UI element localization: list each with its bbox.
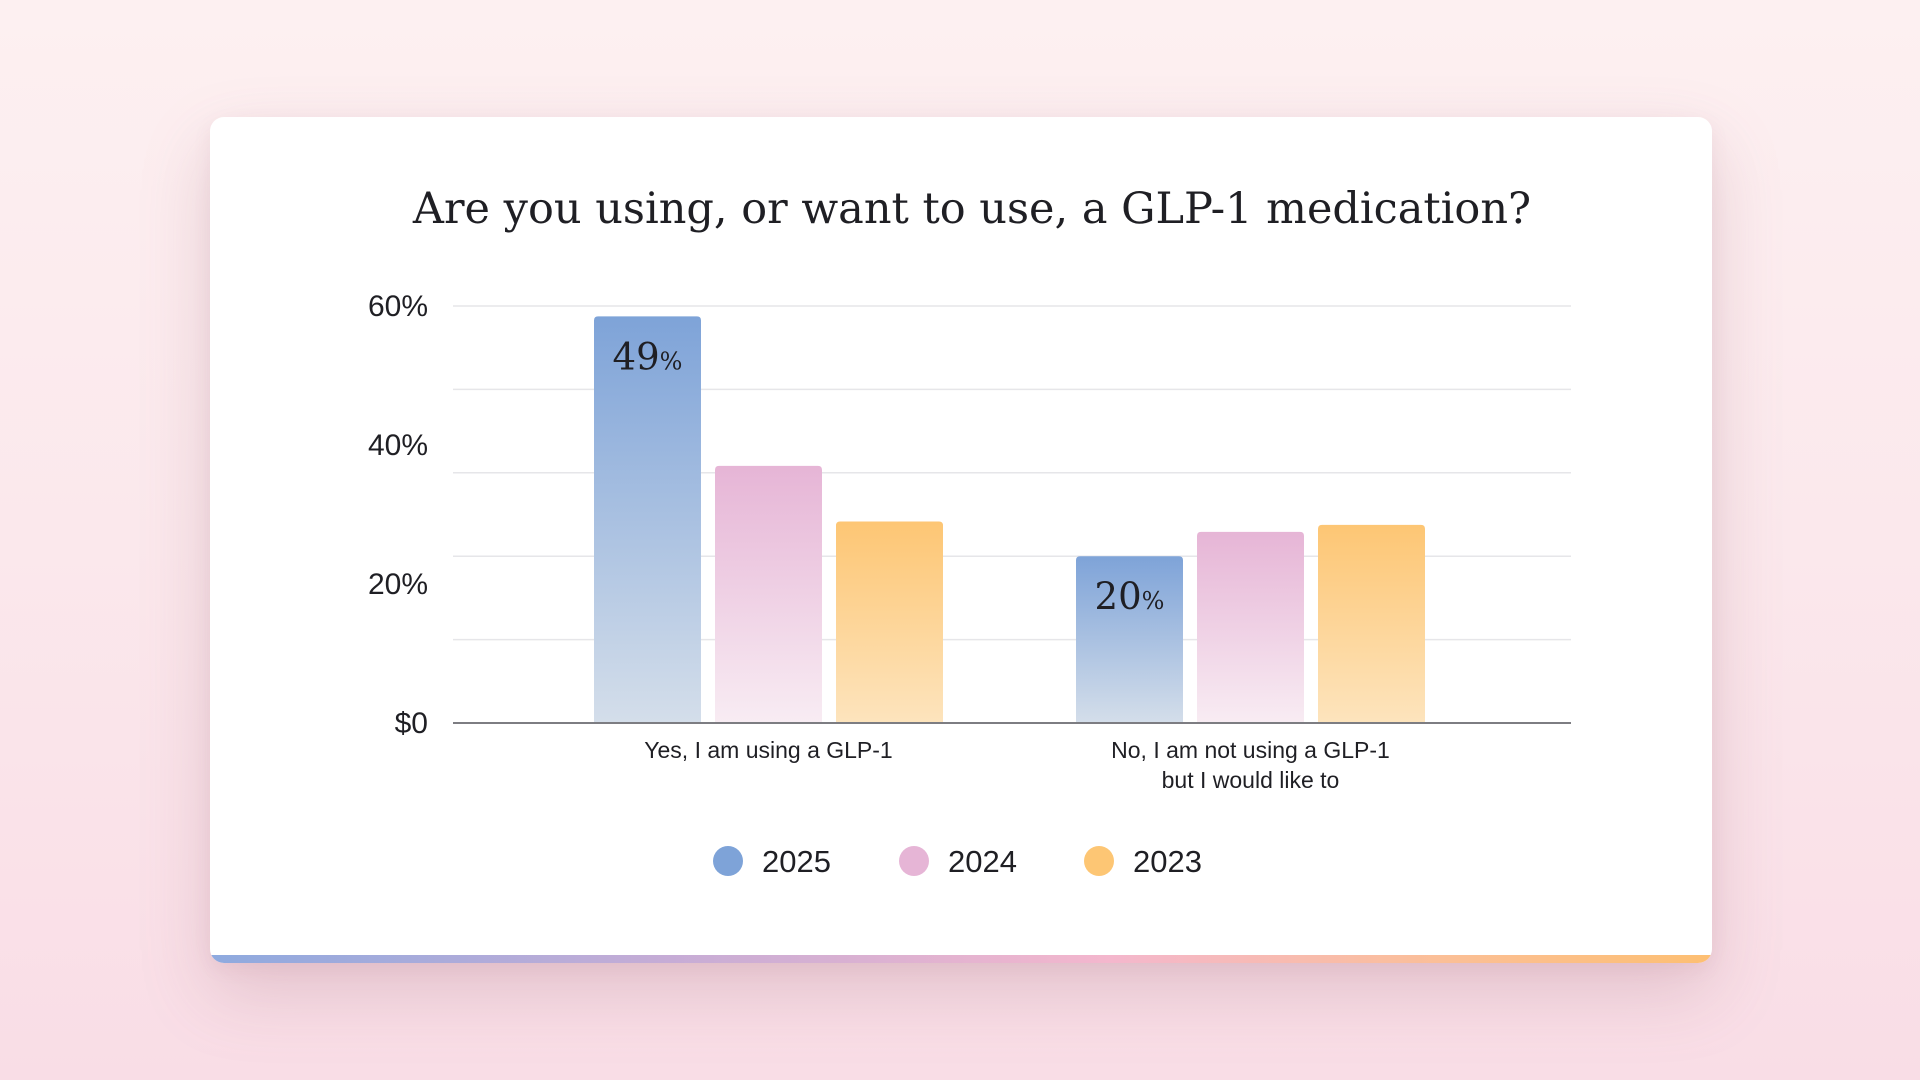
bar-2023-1 xyxy=(1318,524,1425,723)
category-labels: Yes, I am using a GLP-1 No, I am not usin… xyxy=(644,737,1390,793)
chart-title: Are you using, or want to use, a GLP-1 m… xyxy=(412,184,1531,234)
bar-2024-0 xyxy=(715,465,822,723)
legend-marker-2024 xyxy=(899,846,929,876)
legend-label-2024: 2024 xyxy=(948,844,1017,879)
y-tick-label: $0 xyxy=(395,707,428,740)
category-label: Yes, I am using a GLP-1 xyxy=(644,737,892,763)
chart-card: Are you using, or want to use, a GLP-1 m… xyxy=(210,117,1712,963)
legend-label-2025: 2025 xyxy=(762,844,831,879)
bar-chart: Are you using, or want to use, a GLP-1 m… xyxy=(368,184,1571,879)
data-label-2025-0: 49% xyxy=(613,335,683,378)
category-label: No, I am not using a GLP-1 xyxy=(1111,737,1390,763)
bar-2024-1 xyxy=(1197,531,1304,723)
bar-2023-0 xyxy=(836,521,943,723)
data-label-2025-1: 20% xyxy=(1095,575,1165,618)
bar-2025-0 xyxy=(594,316,701,723)
legend-marker-2025 xyxy=(713,846,743,876)
legend-label-2023: 2023 xyxy=(1133,844,1202,879)
data-labels: 49% 20% xyxy=(613,335,1165,618)
bar-2025-1 xyxy=(1076,556,1183,723)
category-label: but I would like to xyxy=(1162,767,1340,793)
legend-marker-2023 xyxy=(1084,846,1114,876)
y-tick-label: 40% xyxy=(368,429,428,462)
bars xyxy=(594,316,1425,723)
legend: 2025 2024 2023 xyxy=(713,844,1202,879)
gradient-accent-strip xyxy=(210,955,1712,963)
y-tick-label: 20% xyxy=(368,568,428,601)
y-tick-label: 60% xyxy=(368,290,428,323)
y-axis-ticks: 60% 40% 20% $0 xyxy=(368,290,428,740)
